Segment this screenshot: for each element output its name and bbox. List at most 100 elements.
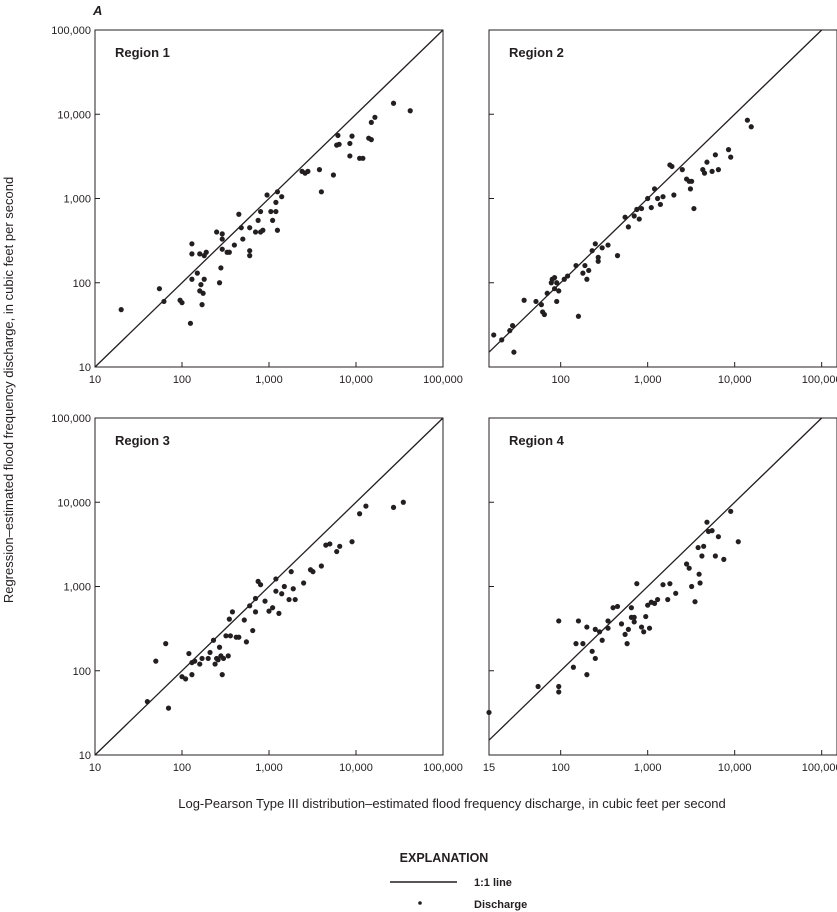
region-3-discharge-point [144, 699, 150, 705]
region-1-discharge-point [199, 302, 205, 308]
region-4-discharge-point [696, 571, 702, 577]
region-4-discharge-point [610, 605, 616, 611]
region-2-x-tick-label: 100,000 [802, 374, 837, 386]
panel-letter: A [92, 3, 102, 18]
region-2-discharge-point [605, 242, 611, 248]
region-4-discharge-point [618, 621, 625, 627]
region-1-discharge-point [255, 217, 261, 223]
region-1-discharge-point [189, 241, 195, 247]
region-1-one-to-one-line [94, 29, 444, 368]
region-2-discharge-point [582, 262, 588, 269]
region-1-y-tick-label: 100 [73, 278, 91, 290]
region-4-discharge-point [641, 629, 647, 635]
region-3-discharge-point [281, 583, 287, 590]
region-4-discharge-point [634, 581, 640, 587]
region-2-x-tick-label: 1,000 [634, 374, 662, 386]
region-3-discharge-point [262, 598, 268, 604]
region-3-y-tick-label: 100 [73, 666, 91, 678]
region-1-discharge-point [335, 132, 341, 139]
legend: EXPLANATION 1:1 line Discharge [390, 851, 527, 911]
region-4-discharge-point [686, 565, 692, 571]
region-1-discharge-point [156, 286, 163, 292]
region-3-y-tick-label: 1,000 [63, 582, 91, 594]
region-1-discharge-point [372, 114, 378, 120]
region-3-discharge-point [163, 641, 169, 647]
region-2-discharge-point [556, 288, 562, 294]
region-1-discharge-point [247, 248, 253, 254]
region-3-discharge-point [286, 596, 292, 603]
region-3-discharge-point [349, 539, 355, 545]
region-2-panel: 100 1,000 10,000 100,000 Region 2 [488, 29, 837, 386]
region-4-discharge-point [584, 672, 590, 678]
region-2-discharge-point [622, 214, 628, 220]
region-2-discharge-point [554, 298, 560, 305]
region-4-discharge-point [699, 553, 705, 559]
region-4-discharge-point [631, 619, 637, 625]
region-3-discharge-point [207, 649, 213, 656]
region-1-discharge-point [189, 276, 195, 282]
region-3-discharge-point [337, 543, 343, 549]
region-1-discharge-point [219, 236, 225, 242]
region-2-discharge-point [748, 124, 754, 130]
region-2-discharge-point [491, 332, 497, 338]
region-4-discharge-point [646, 625, 653, 631]
region-1-discharge-point [273, 208, 279, 215]
region-3-discharge-point [220, 655, 227, 662]
region-1-discharge-point [260, 227, 266, 233]
region-2-discharge-point [595, 254, 601, 260]
region-3-discharge-point [229, 609, 236, 615]
region-3-discharge-point [252, 595, 259, 602]
region-1-discharge-point [279, 194, 285, 200]
region-2-discharge-point [679, 167, 685, 173]
region-2-discharge-point [509, 323, 516, 329]
region-4-discharge-point [592, 655, 598, 662]
region-1-discharge-point [214, 229, 220, 235]
region-4-discharge-point [721, 556, 727, 562]
region-4-discharge-point [570, 664, 576, 670]
region-3-discharge-point [279, 591, 285, 597]
region-3-discharge-point [199, 655, 205, 662]
region-3-discharge-point [223, 633, 229, 639]
region-3-discharge-point [310, 569, 316, 575]
region-2-discharge-point [589, 248, 595, 254]
region-2-discharge-point [561, 276, 567, 282]
region-1-discharge-point [218, 265, 224, 271]
region-3-discharge-point [219, 672, 225, 678]
region-2-discharge-point [636, 216, 642, 222]
region-4-discharge-point [556, 683, 562, 690]
region-2-discharge-point [651, 186, 658, 192]
region-3-discharge-point [252, 609, 259, 615]
region-4-discharge-point [614, 603, 621, 610]
region-2-discharge-point [704, 159, 710, 165]
region-3-discharge-point [205, 655, 211, 662]
region-3-discharge-point [292, 596, 298, 603]
region-1-discharge-point [216, 280, 223, 286]
region-3-x-tick-label: 10 [89, 762, 101, 774]
legend-title: EXPLANATION [400, 851, 489, 865]
region-3-x-tick-label: 100 [173, 762, 191, 774]
region-3-discharge-point [247, 603, 253, 609]
region-2-discharge-point [538, 302, 544, 308]
region-4-discharge-point [573, 641, 579, 647]
region-1-discharge-point [161, 298, 167, 305]
region-4-discharge-point [654, 596, 661, 603]
region-1-discharge-point [187, 320, 194, 326]
region-2-discharge-point [564, 273, 571, 279]
region-1-y-tick-label: 1,000 [63, 194, 91, 206]
region-4-x-tick-label: 1,000 [634, 762, 662, 774]
region-1-discharge-point [349, 133, 355, 139]
region-2-discharge-point [712, 152, 718, 158]
region-1-y-tick-label: 10,000 [57, 109, 91, 121]
region-1-discharge-point [118, 307, 124, 313]
region-2-discharge-point [499, 337, 505, 343]
region-2-discharge-point [580, 270, 586, 276]
region-2-discharge-point [631, 213, 637, 219]
region-3-discharge-point [276, 610, 282, 616]
region-1-discharge-point [257, 208, 264, 215]
region-4-discharge-point [697, 580, 703, 586]
region-1-discharge-point [247, 225, 253, 231]
region-3-y-tick-label: 10 [79, 750, 91, 762]
region-3-discharge-point [227, 633, 233, 639]
region-1-x-tick-label: 10 [89, 374, 101, 386]
region-2-discharge-point [595, 258, 601, 264]
